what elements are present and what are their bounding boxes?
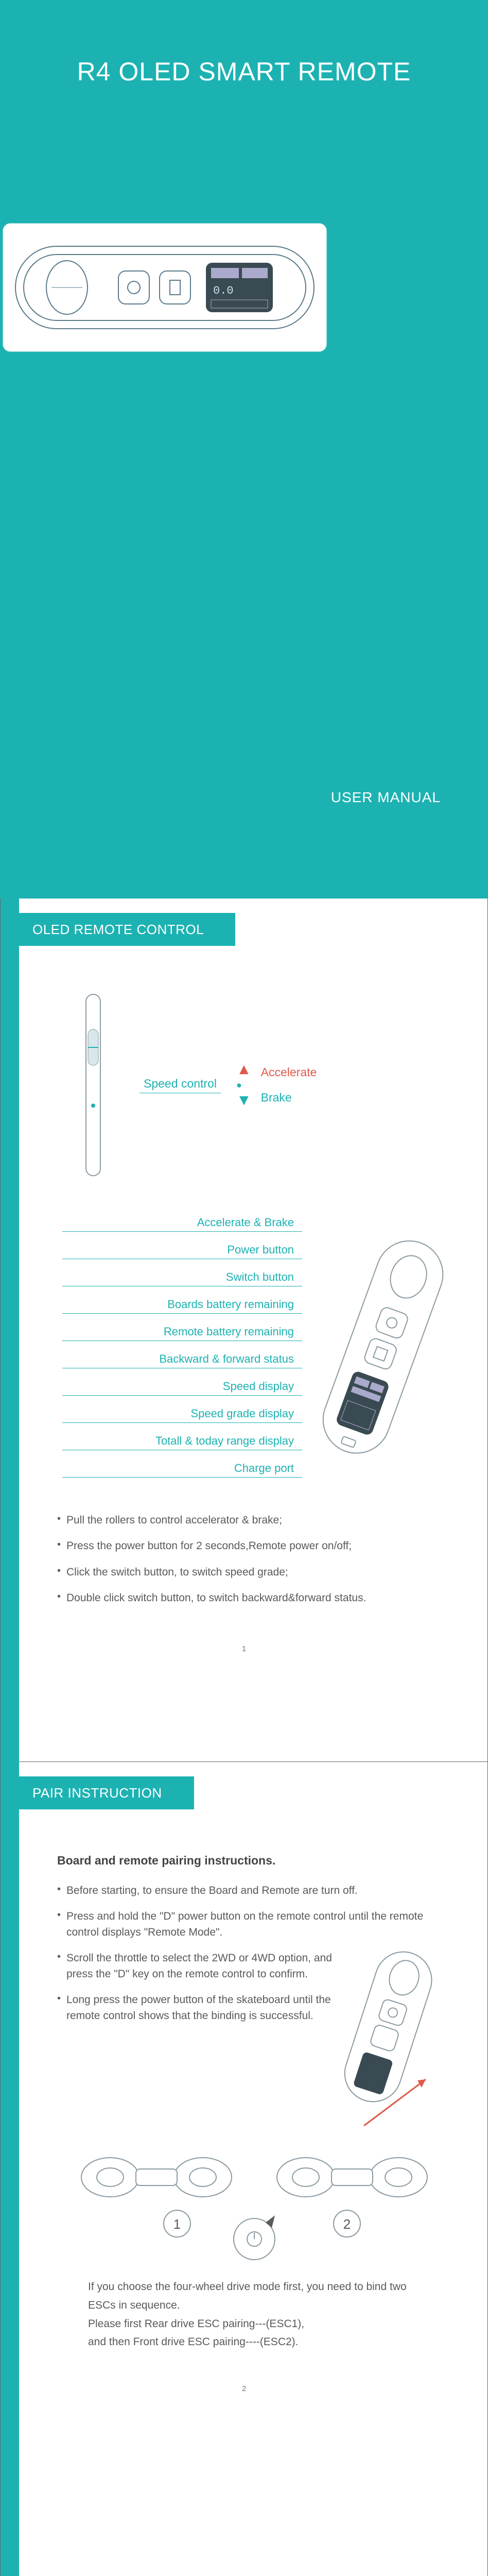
esc-note-line: and then Front drive ESC pairing----(ESC…: [88, 2333, 431, 2351]
page-number: 2: [1, 2377, 487, 2412]
cover-subtitle: USER MANUAL: [331, 789, 441, 806]
esc-note-line: Please first Rear drive ESC pairing---(E…: [88, 2315, 431, 2333]
bullet-item: Before starting, to ensure the Board and…: [57, 1878, 451, 1904]
bullet-item: Double click switch button, to switch ba…: [57, 1585, 451, 1611]
accelerate-label: Accelerate: [261, 1065, 317, 1079]
page1-bullets: Pull the rollers to control accelerator …: [57, 1507, 451, 1612]
speed-control-label: Speed control: [140, 1077, 221, 1093]
remote-pair-illustration: [333, 1945, 451, 2131]
cover-title: R4 OLED SMART REMOTE: [0, 57, 488, 87]
callout-line: Switch button: [62, 1268, 302, 1286]
esc-note-line: If you choose the four-wheel drive mode …: [88, 2278, 431, 2314]
page-number: 1: [1, 1637, 487, 1672]
page2-subhead: Board and remote pairing instructions.: [57, 1854, 451, 1868]
section-band: OLED REMOTE CONTROL: [19, 913, 487, 946]
bullet-item: Click the switch button, to switch speed…: [57, 1560, 451, 1585]
page2-bullets: Before starting, to ensure the Board and…: [57, 1878, 451, 1945]
esc-note: If you choose the four-wheel drive mode …: [88, 2278, 431, 2351]
page-2: PAIR INSTRUCTION Board and remote pairin…: [0, 1762, 488, 2576]
section-title: PAIR INSTRUCTION: [32, 1785, 162, 1801]
cover-page: R4 OLED SMART REMOTE 0.0 USER MANUAL: [0, 0, 488, 899]
remote-side-view: [73, 992, 114, 1178]
callout-diagram: Accelerate & Brake Power button Switch b…: [62, 1214, 451, 1487]
callout-line: Speed grade display: [62, 1405, 302, 1423]
page2-bullets-2: Scroll the throttle to select the 2WD or…: [57, 1945, 333, 2029]
bullet-item: Press and hold the "D" power button on t…: [57, 1904, 451, 1945]
arrow-dot-icon: ●: [236, 1080, 252, 1090]
callout-line: Power button: [62, 1241, 302, 1259]
brake-label: Brake: [261, 1091, 317, 1105]
svg-text:2: 2: [343, 2216, 351, 2232]
bullet-item: Pull the rollers to control accelerator …: [57, 1507, 451, 1533]
teal-stripe: [1, 1762, 19, 2576]
arrow-up-icon: ▲: [236, 1062, 252, 1077]
callout-line: Boards battery remaining: [62, 1296, 302, 1314]
skateboard-illustration: 1 2: [57, 2146, 451, 2267]
section-band: PAIR INSTRUCTION: [19, 1776, 487, 1809]
svg-text:0.0: 0.0: [213, 284, 234, 297]
callout-line: Totall & today range display: [62, 1432, 302, 1450]
page-1: OLED REMOTE CONTROL Speed control ▲ ● ▼ …: [0, 899, 488, 1762]
teal-stripe: [1, 899, 19, 1762]
callout-line: Backward & forward status: [62, 1350, 302, 1368]
arrow-stack: ▲ ● ▼: [236, 1062, 252, 1108]
remote-hero-illustration: 0.0: [0, 221, 329, 354]
callout-line: Remote battery remaining: [62, 1323, 302, 1341]
callout-line: Charge port: [62, 1460, 302, 1478]
speed-control-row: Speed control ▲ ● ▼ Accelerate Brake: [73, 992, 451, 1178]
callout-line: Accelerate & Brake: [62, 1214, 302, 1232]
section-title: OLED REMOTE CONTROL: [32, 922, 204, 938]
arrow-down-icon: ▼: [236, 1093, 252, 1108]
svg-text:1: 1: [173, 2216, 181, 2232]
bullet-item: Press the power button for 2 seconds,Rem…: [57, 1533, 451, 1559]
callout-line: Speed display: [62, 1378, 302, 1396]
remote-angled-illustration: [318, 1214, 451, 1487]
bullet-item: Long press the power button of the skate…: [57, 1987, 333, 2029]
bullet-item: Scroll the throttle to select the 2WD or…: [57, 1945, 333, 1987]
